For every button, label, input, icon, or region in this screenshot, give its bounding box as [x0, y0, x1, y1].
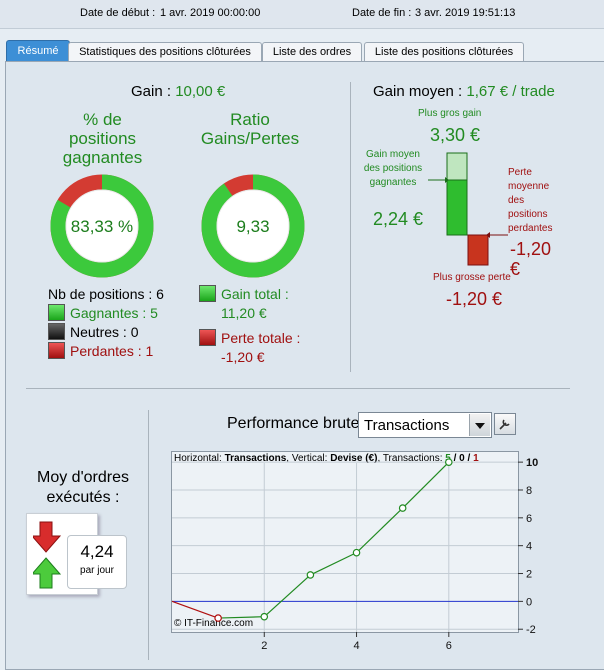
performance-chart: Horizontal: Transactions, Vertical: Devi…	[171, 451, 519, 633]
gain-bar-top	[446, 152, 468, 181]
x-tick-label: 6	[446, 640, 452, 652]
orders-arrows-icon	[33, 521, 62, 589]
tab-resume[interactable]: Résumé	[6, 40, 70, 61]
data-point	[444, 458, 453, 466]
vertical-divider-bottom	[148, 410, 149, 660]
win-pct-title: % de positions gagnantes	[62, 110, 143, 167]
positions-winning: Gagnantes : 5	[48, 304, 164, 323]
total-gain-swatch	[199, 285, 216, 302]
avg-loss-label: Perte moyenne des positions perdantes	[508, 167, 553, 234]
total-loss: Perte totale :	[199, 329, 300, 348]
positions-neutral: Neutres : 0	[48, 323, 164, 342]
data-point	[214, 614, 222, 622]
max-gain-label: Plus gros gain	[418, 108, 482, 119]
data-point	[398, 504, 407, 512]
tab-bar: Résumé Statistiques des positions clôtur…	[0, 40, 604, 62]
gain-loss-bars	[428, 152, 508, 266]
orders-value: 4,24	[80, 542, 114, 561]
winning-swatch	[48, 304, 65, 321]
avg-gain-label: Gain moyen :	[373, 83, 463, 100]
positions-count: Nb de positions : 6	[48, 286, 164, 302]
orders-title: Moy d'ordres exécutés :	[37, 469, 129, 506]
tab-orders[interactable]: Liste des ordres	[262, 42, 362, 61]
ratio-title: Ratio Gains/Pertes	[200, 110, 300, 148]
series-segment	[263, 574, 311, 618]
tab-closed-positions[interactable]: Liste des positions clôturées	[364, 42, 524, 61]
positions-losing: Perdantes : 1	[48, 342, 164, 361]
chart-info: Horizontal: Transactions, Vertical: Devi…	[174, 453, 479, 464]
orders-value-box: 4,24 par jour	[67, 535, 127, 589]
avg-gain-value: 1,67 € / trade	[466, 83, 555, 100]
performance-select[interactable]: Transactions	[358, 412, 492, 438]
series-segment	[310, 552, 357, 576]
max-loss-value: -1,20 €	[446, 289, 503, 309]
win-pct-value: 83,33 %	[71, 217, 133, 236]
horizontal-divider	[26, 388, 570, 389]
neutral-swatch	[48, 323, 65, 340]
win-pct-ring: 83,33 %	[50, 174, 154, 278]
tab-closed-stats[interactable]: Statistiques des positions clôturées	[68, 42, 262, 61]
max-gain-value: 3,30 €	[430, 125, 481, 145]
total-gain: Gain total :	[199, 285, 300, 304]
y-tick-label: 8	[526, 485, 532, 497]
end-date-value: 3 avr. 2019 19:51:13	[415, 7, 516, 19]
performance-label: Performance brute	[227, 415, 360, 432]
avg-win-label: Gain moyen des positions gagnantes	[363, 149, 423, 188]
totals-legend: Gain total : 11,20 € Perte totale : -1,2…	[199, 285, 300, 367]
vertical-divider-top	[350, 82, 351, 372]
performance-select-value: Transactions	[364, 417, 450, 434]
total-gain-value: 11,20 €	[221, 305, 267, 321]
total-loss-value: -1,20 €	[221, 349, 265, 365]
series-segment	[356, 507, 404, 554]
start-date-label: Date de début :	[80, 7, 156, 19]
series-segment	[402, 461, 450, 509]
x-tick-label: 4	[353, 640, 359, 652]
y-tick-label: -2	[526, 624, 536, 636]
data-point	[306, 571, 315, 579]
data-point	[352, 548, 361, 557]
ratio-ring: 9,33	[201, 174, 305, 278]
losing-swatch	[48, 342, 65, 359]
avg-win-value: 2,24 €	[373, 209, 424, 229]
chevron-down-icon[interactable]	[469, 414, 490, 436]
series-segment	[171, 600, 219, 619]
gain-summary: Gain : 10,00 €	[131, 83, 225, 100]
start-date-value: 1 avr. 2019 00:00:00	[160, 7, 261, 19]
positions-legend: Nb de positions : 6 Gagnantes : 5 Neutre…	[48, 285, 164, 361]
gain-label: Gain :	[131, 83, 172, 100]
chart-watermark: © IT-Finance.com	[174, 618, 254, 629]
y-tick-label: 4	[526, 541, 532, 553]
avg-gain-summary: Gain moyen : 1,67 € / trade	[373, 83, 555, 100]
total-loss-swatch	[199, 329, 216, 346]
end-date-label: Date de fin :	[352, 7, 412, 19]
orders-unit: par jour	[80, 565, 114, 576]
y-tick-label: 2	[526, 569, 532, 581]
gain-value: 10,00 €	[175, 83, 226, 100]
series-segment	[218, 616, 265, 619]
y-tick-label: 10	[526, 457, 538, 469]
performance-plot: -2 0 2 4 6 8 10 2 4 6	[171, 457, 538, 652]
wrench-icon[interactable]	[494, 413, 516, 435]
date-bar: Date de début : 1 avr. 2019 00:00:00 Dat…	[0, 0, 604, 29]
y-tick-label: 0	[526, 596, 532, 608]
ratio-value: 9,33	[236, 217, 269, 236]
loss-bar	[467, 234, 489, 266]
data-point	[260, 612, 269, 621]
y-tick-label: 6	[526, 513, 532, 525]
x-tick-label: 2	[261, 640, 267, 652]
max-loss-label: Plus grosse perte	[433, 272, 511, 283]
avg-loss-value: -1,20 €	[510, 239, 552, 279]
